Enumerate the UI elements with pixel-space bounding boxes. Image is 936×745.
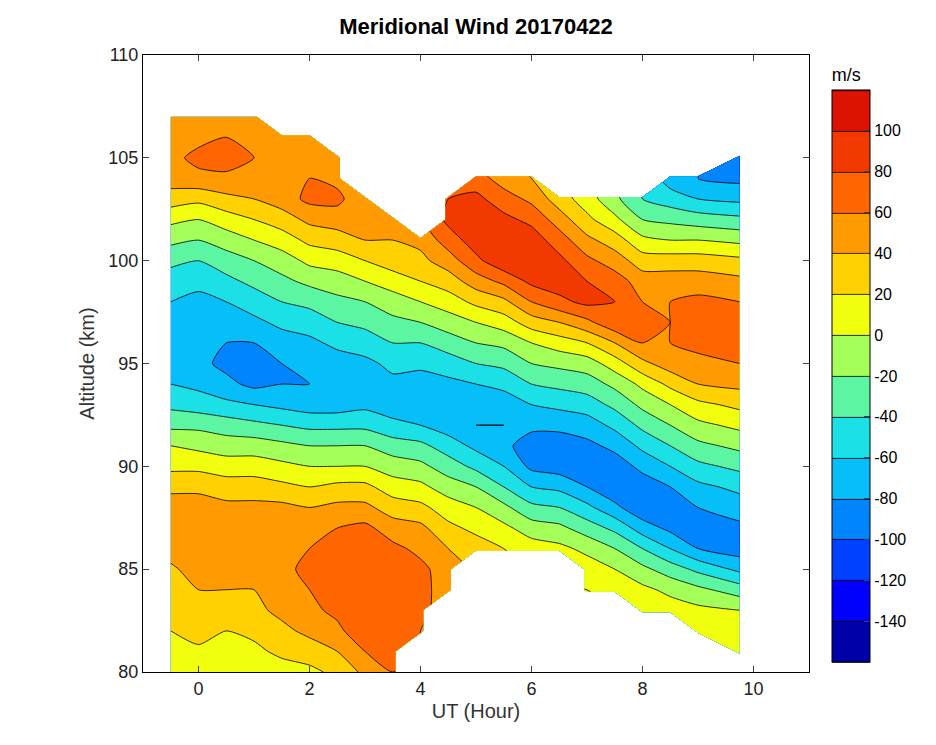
svg-text:100: 100 <box>108 251 138 271</box>
svg-text:60: 60 <box>874 204 892 221</box>
svg-text:-80: -80 <box>874 490 897 507</box>
svg-text:Meridional Wind 20170422: Meridional Wind 20170422 <box>339 14 613 39</box>
svg-text:6: 6 <box>526 679 536 699</box>
svg-text:110: 110 <box>110 45 139 65</box>
svg-text:105: 105 <box>108 148 138 168</box>
svg-text:0: 0 <box>193 679 203 699</box>
svg-text:20: 20 <box>874 286 892 303</box>
svg-text:m/s: m/s <box>832 65 861 85</box>
svg-text:100: 100 <box>874 122 901 139</box>
svg-text:UT (Hour): UT (Hour) <box>432 700 521 722</box>
svg-text:10: 10 <box>743 679 763 699</box>
svg-text:-140: -140 <box>874 613 906 630</box>
svg-text:-20: -20 <box>874 368 897 385</box>
svg-text:80: 80 <box>118 662 138 682</box>
svg-text:95: 95 <box>118 354 138 374</box>
svg-text:-100: -100 <box>874 531 906 548</box>
svg-text:8: 8 <box>637 679 647 699</box>
svg-text:80: 80 <box>874 163 892 180</box>
svg-text:-40: -40 <box>874 408 897 425</box>
svg-text:40: 40 <box>874 245 892 262</box>
svg-text:0: 0 <box>874 327 883 344</box>
svg-text:-60: -60 <box>874 449 897 466</box>
svg-text:4: 4 <box>415 679 425 699</box>
svg-text:Altitude (km): Altitude (km) <box>76 307 98 419</box>
svg-text:85: 85 <box>118 559 138 579</box>
svg-text:-120: -120 <box>874 572 906 589</box>
svg-text:2: 2 <box>304 679 314 699</box>
svg-text:90: 90 <box>118 457 138 477</box>
